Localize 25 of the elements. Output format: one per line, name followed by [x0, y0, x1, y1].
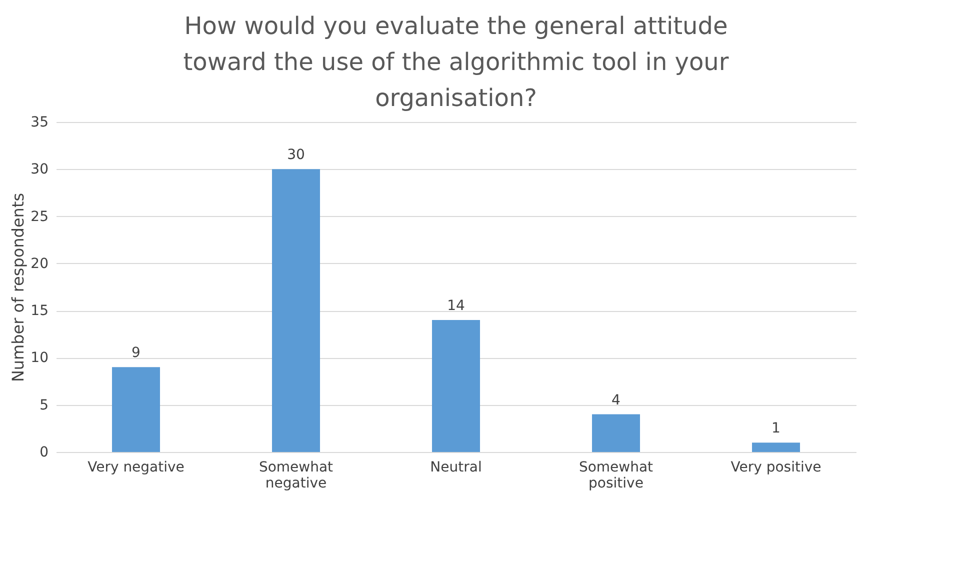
x-tick-label: Somewhat positive [578, 460, 654, 492]
y-tick-label: 15 [30, 303, 48, 320]
data-label: 9 [132, 345, 140, 362]
x-tick-label: Neutral [430, 460, 482, 476]
bar [112, 367, 160, 452]
y-tick-label: 20 [30, 256, 48, 272]
y-tick-label: 30 [30, 162, 48, 178]
y-tick-label: 25 [30, 208, 48, 225]
bar [272, 169, 320, 452]
y-tick-label: 35 [30, 114, 48, 130]
x-tick-label: Very negative [88, 460, 184, 476]
y-tick-label: 0 [40, 444, 48, 460]
bar [432, 320, 480, 452]
y-tick-label: 5 [40, 397, 48, 414]
bar [592, 414, 640, 452]
x-tick-label: Very positive [730, 460, 822, 476]
data-label: 14 [447, 298, 465, 314]
data-label: 1 [772, 420, 780, 437]
y-axis-title: Number of respondents [8, 192, 28, 382]
data-label: 30 [287, 147, 305, 164]
bar [752, 442, 800, 452]
chart-title: How would you evaluate the general attitude toward the use of the algorithmic tool in your organisation? [183, 12, 729, 112]
x-tick-label: Somewhat negative [258, 460, 334, 492]
data-label: 4 [612, 392, 621, 408]
y-tick-label: 10 [30, 350, 48, 366]
